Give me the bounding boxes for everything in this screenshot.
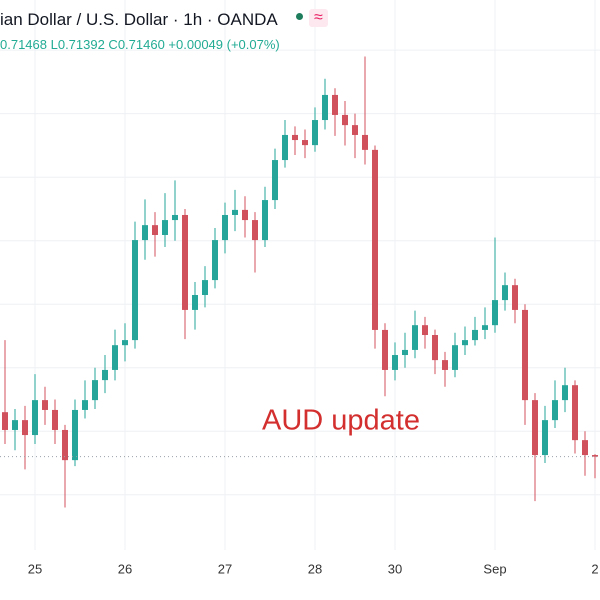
candle-body [42, 400, 48, 410]
candle-body [492, 300, 498, 326]
candle-body [112, 345, 118, 370]
candle-body [582, 440, 588, 456]
candle-body [462, 340, 468, 346]
candle-body [262, 200, 268, 241]
candle-body [52, 409, 58, 430]
candle-body [12, 420, 18, 430]
candle-body [442, 360, 448, 370]
candle-body [422, 325, 428, 336]
candle-body [172, 214, 178, 221]
status-icons: ≈ [292, 9, 328, 27]
candle-body [32, 400, 38, 436]
candle-body [352, 125, 358, 135]
annotation: AUD update [262, 405, 420, 437]
candle-body [192, 295, 198, 310]
ohlc-legend: 0.71468 L0.71392 C0.71460 +0.00049 (+0.0… [0, 37, 280, 52]
candle-body [22, 420, 28, 436]
candle-body [322, 94, 328, 121]
candle-body [142, 225, 148, 241]
candle-body [252, 220, 258, 241]
candle-body [402, 349, 408, 356]
candle-body [382, 329, 388, 370]
candle-body [102, 369, 108, 381]
candle-body [302, 140, 308, 146]
candle-body [182, 214, 188, 310]
candle-body [372, 149, 378, 330]
candle-body [552, 400, 558, 421]
candle-body [532, 400, 538, 456]
candle-body [452, 345, 458, 370]
candle-body [62, 429, 68, 461]
x-tick-label: Sep [483, 561, 506, 576]
x-tick-label: 2 [591, 561, 598, 576]
candle-body [332, 94, 338, 115]
candle-body [72, 409, 78, 461]
candle-body [522, 309, 528, 401]
candle-body [342, 114, 348, 126]
candle-body [132, 240, 138, 341]
candle-body [122, 340, 128, 346]
candle-body [392, 355, 398, 370]
candle-body [572, 385, 578, 441]
candle-body [92, 380, 98, 401]
indicator-icon[interactable]: ≈ [309, 9, 328, 27]
candle-body [282, 134, 288, 161]
candle-body [232, 209, 238, 215]
candle-body [152, 225, 158, 235]
candle-body [542, 420, 548, 456]
x-tick-label: 27 [218, 561, 232, 576]
candle-body [362, 134, 368, 150]
candle-body [502, 285, 508, 301]
chart-title: ian Dollar / U.S. Dollar · 1h · OANDA [0, 10, 278, 29]
x-tick-label: 30 [388, 561, 402, 576]
candle-body [162, 220, 168, 235]
candle-body [242, 209, 248, 221]
candle-body [512, 285, 518, 310]
x-tick-label: 28 [308, 561, 322, 576]
candle-body [412, 325, 418, 350]
candle-body [482, 325, 488, 330]
candle-body [222, 214, 228, 241]
candle-body [292, 134, 298, 141]
candle-body [312, 120, 318, 146]
candle-body [592, 455, 598, 457]
x-tick-label: 25 [28, 561, 42, 576]
candle-body [432, 335, 438, 361]
candle-body [562, 385, 568, 401]
candle-body [202, 280, 208, 296]
market-open-dot [296, 13, 303, 21]
candle-body [272, 160, 278, 201]
candle-body [2, 412, 8, 430]
candle-body [82, 400, 88, 410]
candle-body [212, 240, 218, 281]
x-tick-label: 26 [118, 561, 132, 576]
candle-body [472, 329, 478, 341]
